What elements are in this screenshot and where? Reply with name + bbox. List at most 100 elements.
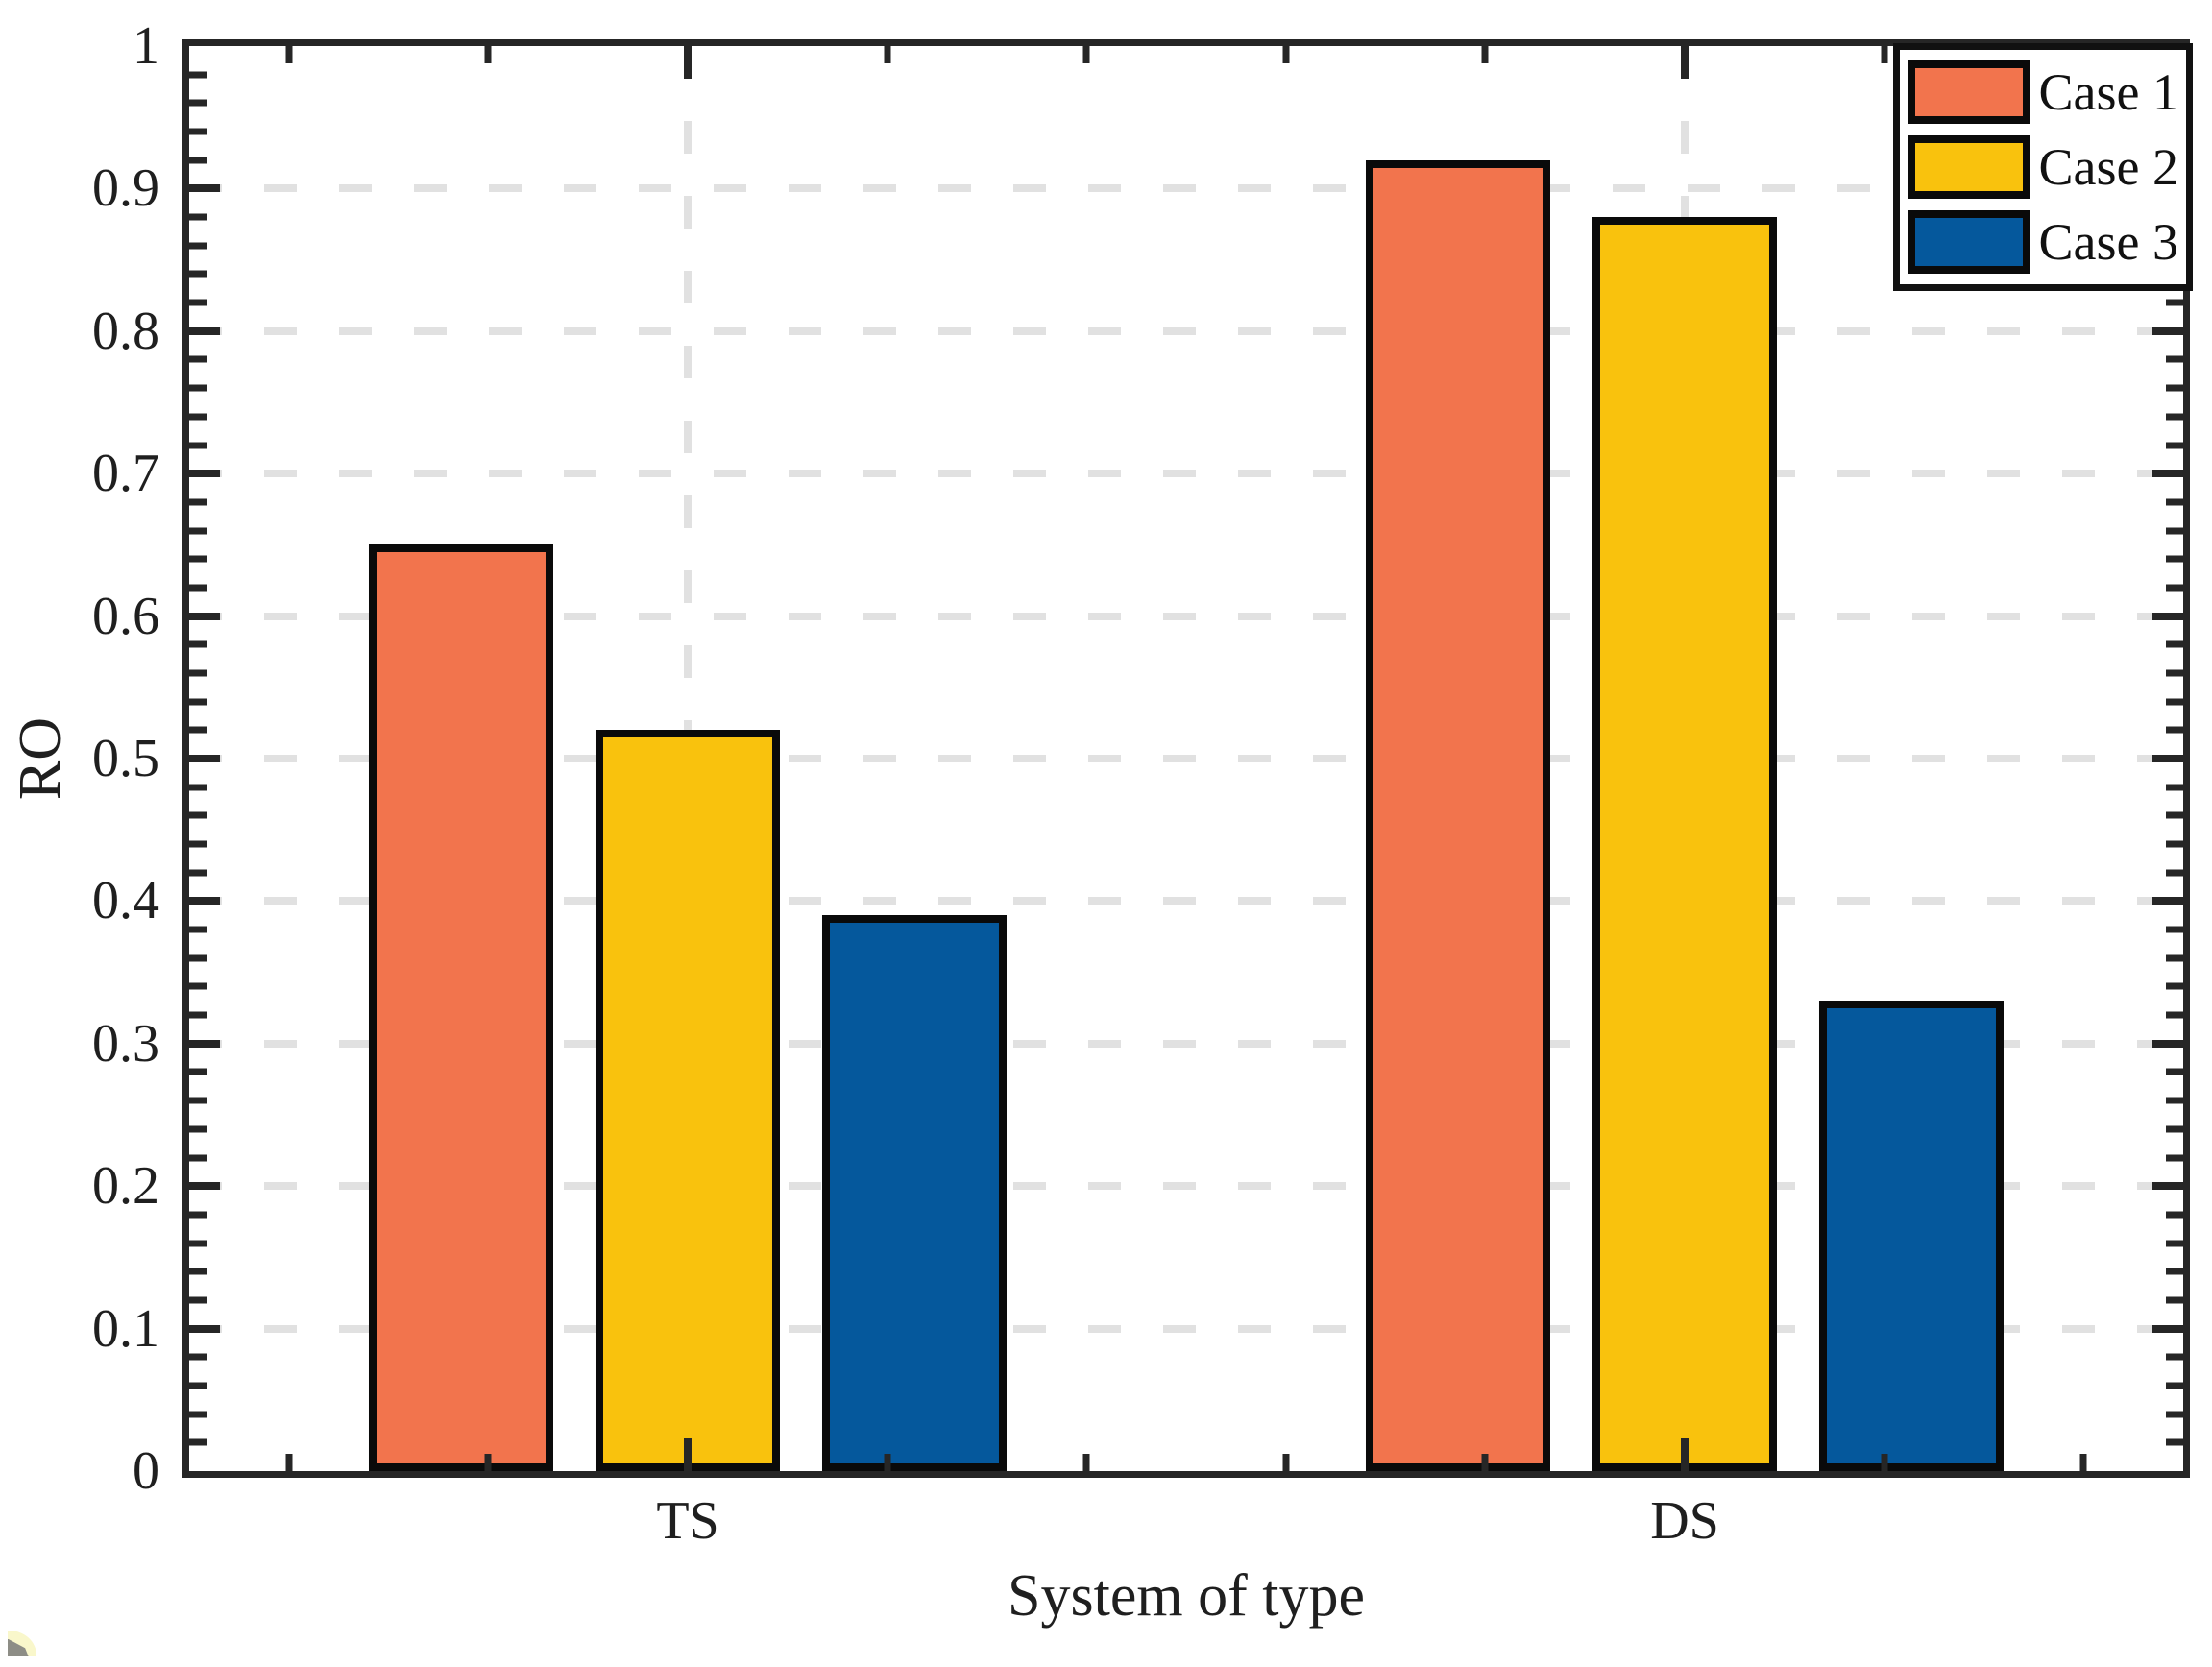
bars-layer: [189, 46, 2183, 1471]
y-tick-label: 0.4: [92, 871, 159, 931]
y-minor-tick: [189, 527, 207, 535]
y-minor-tick: [189, 1211, 207, 1219]
y-minor-tick: [189, 1268, 207, 1275]
bar-ts-case-1: [368, 544, 553, 1471]
y-tick-label: 0.8: [92, 301, 159, 361]
x-minor-tick: [484, 46, 492, 63]
y-minor-tick: [2166, 1240, 2183, 1247]
y-minor-tick: [2166, 840, 2183, 848]
y-minor-tick: [2166, 584, 2183, 592]
y-minor-tick: [2166, 1154, 2183, 1162]
x-minor-tick: [2079, 1454, 2087, 1471]
x-minor-tick: [1082, 1454, 1090, 1471]
x-minor-tick: [1282, 46, 1290, 63]
y-tick-label: 0.3: [92, 1013, 159, 1074]
y-minor-tick: [2166, 555, 2183, 563]
y-tick-labels: 0 0.1 0.2 0.3 0.4 0.5 0.6 0.7 0.8 0.9 1: [0, 19, 171, 1498]
y-minor-tick: [189, 442, 207, 449]
x-tick-labels: TS DS: [189, 1494, 2183, 1561]
y-minor-tick: [2166, 1438, 2183, 1446]
y-major-tick: [2152, 470, 2183, 478]
legend-swatch: [1907, 60, 2030, 124]
x-axis-title: System of type: [1008, 1563, 1365, 1629]
y-minor-tick: [189, 355, 207, 363]
x-minor-tick: [1082, 46, 1090, 63]
legend: Case 1 Case 2 Case 3: [1892, 43, 2193, 291]
y-major-tick: [2152, 612, 2183, 620]
y-major-tick: [2152, 1182, 2183, 1191]
y-minor-tick: [189, 926, 207, 933]
x-major-tick: [1681, 1438, 1689, 1471]
y-minor-tick: [189, 1353, 207, 1361]
h-gridline: [189, 1182, 2183, 1191]
y-major-tick: [189, 1324, 220, 1333]
y-minor-tick: [189, 1011, 207, 1019]
legend-swatch: [1907, 210, 2030, 274]
y-minor-tick: [2166, 669, 2183, 677]
y-minor-tick: [189, 840, 207, 848]
y-minor-tick: [2166, 726, 2183, 734]
x-minor-tick: [484, 1454, 492, 1471]
y-minor-tick: [189, 1154, 207, 1162]
y-minor-tick: [2166, 299, 2183, 306]
y-major-tick: [189, 755, 220, 762]
legend-swatch: [1907, 135, 2030, 199]
y-minor-tick: [2166, 1411, 2183, 1418]
y-minor-tick: [189, 1411, 207, 1418]
y-major-tick: [189, 184, 220, 193]
y-major-tick: [189, 1039, 220, 1048]
y-major-tick: [189, 897, 220, 906]
y-minor-tick: [2166, 1296, 2183, 1304]
y-minor-tick: [2166, 1011, 2183, 1019]
y-minor-tick: [2166, 1353, 2183, 1361]
y-minor-tick: [189, 1296, 207, 1304]
y-minor-tick: [2166, 384, 2183, 392]
h-gridline: [189, 470, 2183, 478]
y-minor-tick: [2166, 982, 2183, 990]
x-minor-tick: [1282, 1454, 1290, 1471]
y-minor-tick: [2166, 811, 2183, 819]
x-major-tick: [1681, 46, 1689, 79]
y-minor-tick: [189, 413, 207, 421]
y-minor-tick: [2166, 355, 2183, 363]
y-minor-tick: [2166, 784, 2183, 791]
h-gridline: [189, 326, 2183, 335]
y-minor-tick: [2166, 413, 2183, 421]
y-minor-tick: [189, 982, 207, 990]
y-minor-tick: [189, 128, 207, 135]
x-minor-tick: [884, 46, 891, 63]
x-tick-label: DS: [1650, 1491, 1719, 1551]
y-minor-tick: [2166, 954, 2183, 962]
y-major-tick: [189, 612, 220, 620]
plot-area: Case 1 Case 2 Case 3: [182, 39, 2193, 1478]
y-minor-tick: [2166, 1382, 2183, 1389]
h-gridline: [189, 897, 2183, 906]
legend-label: Case 1: [2038, 63, 2178, 121]
bar-ts-case-2: [595, 730, 781, 1471]
y-minor-tick: [189, 1125, 207, 1133]
y-minor-tick: [189, 384, 207, 392]
y-minor-tick: [2166, 1125, 2183, 1133]
y-minor-tick: [189, 1240, 207, 1247]
y-minor-tick: [189, 555, 207, 563]
x-major-tick: [684, 1438, 692, 1471]
y-major-tick: [2152, 326, 2183, 335]
y-minor-tick: [2166, 442, 2183, 449]
y-minor-tick: [2166, 1068, 2183, 1075]
y-tick-label: 1: [133, 16, 159, 76]
h-gridline: [189, 184, 2183, 193]
legend-row: Case 2: [1907, 130, 2178, 205]
y-minor-tick: [189, 869, 207, 877]
bar-ds-case-3: [1819, 1001, 2005, 1471]
y-minor-tick: [189, 71, 207, 79]
legend-row: Case 1: [1907, 55, 2178, 130]
y-minor-tick: [2166, 1211, 2183, 1219]
h-gridline: [189, 612, 2183, 620]
y-minor-tick: [2166, 926, 2183, 933]
y-tick-label: 0.1: [92, 1298, 159, 1359]
y-major-tick: [189, 470, 220, 478]
y-minor-tick: [189, 640, 207, 648]
y-minor-tick: [189, 811, 207, 819]
y-minor-tick: [2166, 698, 2183, 706]
y-minor-tick: [189, 242, 207, 250]
